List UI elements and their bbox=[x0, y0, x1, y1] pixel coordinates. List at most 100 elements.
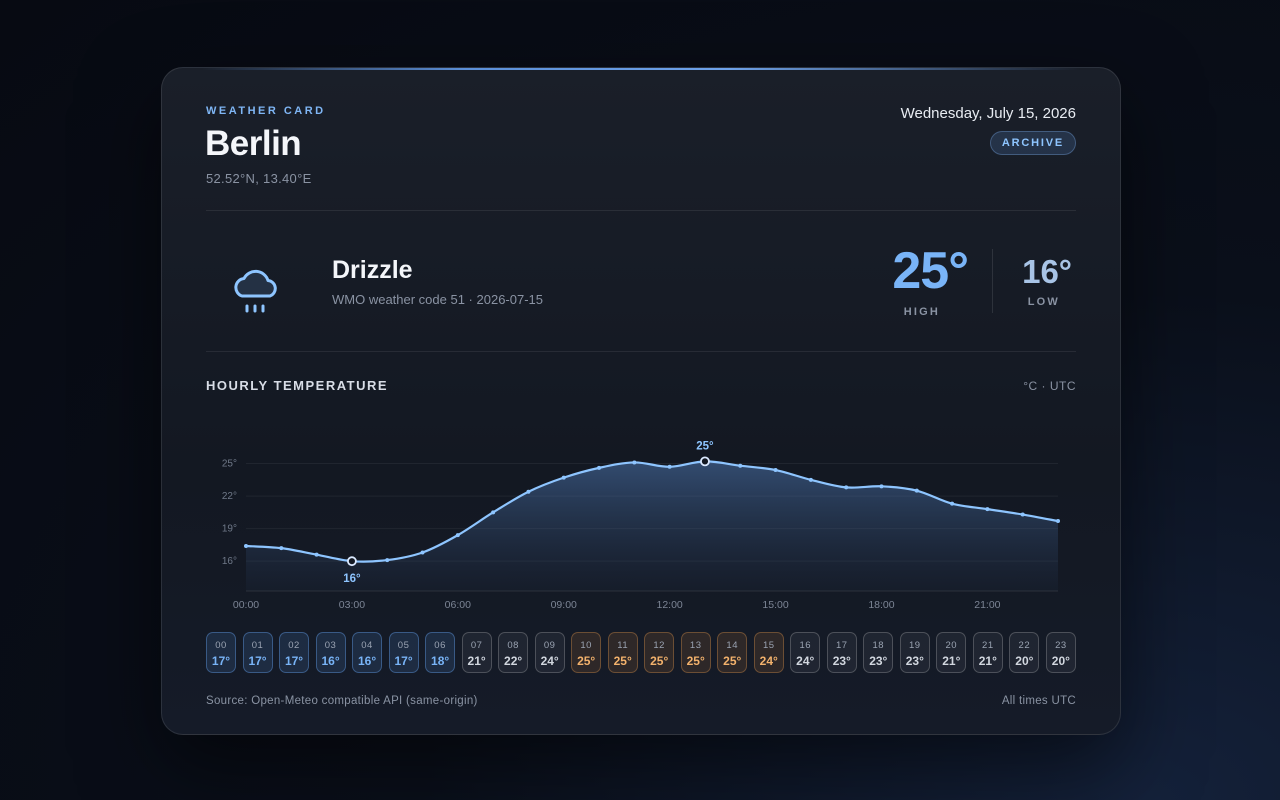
chip-hour: 18 bbox=[872, 640, 885, 651]
point bbox=[526, 489, 531, 494]
hour-chip: 23 20° bbox=[1045, 632, 1076, 673]
chip-temp: 20° bbox=[1051, 654, 1070, 668]
chip-hour: 02 bbox=[288, 640, 300, 651]
footer-note: All times UTC bbox=[1001, 695, 1076, 707]
hour-chip: 21 21° bbox=[972, 632, 1003, 673]
chip-temp: 21° bbox=[978, 654, 997, 668]
weather-icon bbox=[234, 269, 277, 313]
high-label: HIGH bbox=[903, 306, 940, 318]
chip-hour: 01 bbox=[251, 640, 264, 651]
hour-chip: 01 17° bbox=[242, 632, 273, 673]
accent-line bbox=[202, 68, 1080, 70]
chip-hour: 13 bbox=[689, 640, 702, 651]
chip-temp: 25° bbox=[723, 654, 742, 668]
hour-chip: 09 24° bbox=[534, 632, 565, 673]
x-tick-label: 15:00 bbox=[762, 599, 788, 611]
hour-chip: 02 17° bbox=[279, 632, 310, 673]
point bbox=[314, 552, 319, 557]
hour-chip: 08 22° bbox=[498, 632, 529, 673]
point bbox=[950, 501, 955, 506]
chip-hour: 12 bbox=[653, 640, 665, 651]
chip-temp: 24° bbox=[796, 654, 815, 668]
coordinates: 52.52°N, 13.40°E bbox=[206, 171, 312, 186]
hour-chip: 03 16° bbox=[315, 632, 346, 673]
hour-chip: 05 17° bbox=[388, 632, 419, 673]
point bbox=[738, 463, 743, 468]
point bbox=[985, 507, 990, 512]
point bbox=[420, 550, 425, 555]
point bbox=[1056, 519, 1060, 524]
source: Source: Open-Meteo compatible API (same-… bbox=[206, 695, 478, 707]
separator bbox=[206, 210, 1076, 211]
separator bbox=[206, 351, 1076, 352]
chip-hour: 00 bbox=[215, 640, 227, 651]
hour-chip: 15 24° bbox=[753, 632, 784, 673]
chip-hour: 17 bbox=[835, 640, 848, 651]
point bbox=[279, 546, 284, 551]
value-label: 25° bbox=[696, 440, 714, 452]
chart-units: °C · UTC bbox=[1023, 379, 1076, 393]
y-tick-label: 19° bbox=[222, 524, 237, 535]
point bbox=[914, 488, 919, 493]
chip-temp: 20° bbox=[1015, 654, 1034, 668]
hourly-strip: 00 17° 01 17° 02 17° 03 16° 04 16° 05 17° 06 18° 07 21°… bbox=[206, 632, 1076, 673]
point bbox=[1020, 512, 1025, 517]
x-tick-label: 09:00 bbox=[551, 599, 577, 611]
chip-temp: 16° bbox=[321, 654, 340, 668]
point bbox=[385, 558, 390, 563]
hour-chip: 20 21° bbox=[936, 632, 967, 673]
hour-chip: 16 24° bbox=[790, 632, 821, 673]
point bbox=[773, 468, 778, 473]
line bbox=[245, 460, 1059, 563]
point bbox=[844, 485, 849, 490]
hour-chip: 10 25° bbox=[571, 632, 602, 673]
hour-chip: 17 23° bbox=[826, 632, 857, 673]
chip-hour: 11 bbox=[617, 640, 629, 651]
chip-temp: 21° bbox=[942, 654, 961, 668]
chip-temp: 25° bbox=[686, 654, 705, 668]
x-tick-label: 06:00 bbox=[445, 599, 471, 611]
chip-hour: 22 bbox=[1018, 640, 1031, 651]
chip-hour: 09 bbox=[543, 640, 556, 651]
date: Wednesday, July 15, 2026 bbox=[900, 105, 1076, 122]
hour-chip: 04 16° bbox=[352, 632, 383, 673]
hour-chip: 19 23° bbox=[899, 632, 930, 673]
point bbox=[561, 475, 566, 480]
chip-temp: 24° bbox=[540, 654, 559, 668]
hour-chip: 12 25° bbox=[644, 632, 675, 673]
x-tick-label: 00:00 bbox=[233, 599, 259, 611]
point bbox=[879, 484, 884, 489]
chip-hour: 03 bbox=[324, 640, 337, 651]
chip-temp: 23° bbox=[869, 654, 888, 668]
point bbox=[667, 464, 672, 469]
chart-title: HOURLY TEMPERATURE bbox=[206, 378, 389, 393]
chip-hour: 07 bbox=[470, 640, 483, 651]
chip-temp: 17° bbox=[211, 654, 231, 668]
chip-hour: 10 bbox=[580, 640, 592, 651]
y-tick-label: 16° bbox=[222, 556, 237, 567]
low-temp: 16° bbox=[1022, 253, 1072, 290]
chip-temp: 24° bbox=[759, 654, 778, 668]
chip-hour: 21 bbox=[982, 640, 994, 651]
weather-card: WEATHER CARD Berlin 52.52°N, 13.40°E Wed… bbox=[161, 67, 1121, 735]
hour-chip: 13 25° bbox=[680, 632, 711, 673]
hour-chip: 14 25° bbox=[717, 632, 748, 673]
hour-chip: 22 20° bbox=[1009, 632, 1040, 673]
chip-temp: 25° bbox=[577, 654, 596, 668]
chip-temp: 25° bbox=[650, 654, 669, 668]
point bbox=[632, 460, 637, 465]
condition: Drizzle bbox=[332, 256, 413, 284]
chip-temp: 23° bbox=[832, 654, 851, 668]
hour-chip: 18 23° bbox=[863, 632, 894, 673]
divider bbox=[992, 249, 993, 313]
chip-hour: 15 bbox=[762, 640, 775, 651]
chip-hour: 06 bbox=[434, 640, 446, 651]
point bbox=[491, 510, 496, 515]
chip-hour: 14 bbox=[726, 640, 738, 651]
eyebrow: WEATHER CARD bbox=[206, 105, 326, 117]
chip-hour: 16 bbox=[799, 640, 812, 651]
chip-hour: 05 bbox=[397, 640, 410, 651]
hour-chip: 00 17° bbox=[206, 632, 236, 673]
